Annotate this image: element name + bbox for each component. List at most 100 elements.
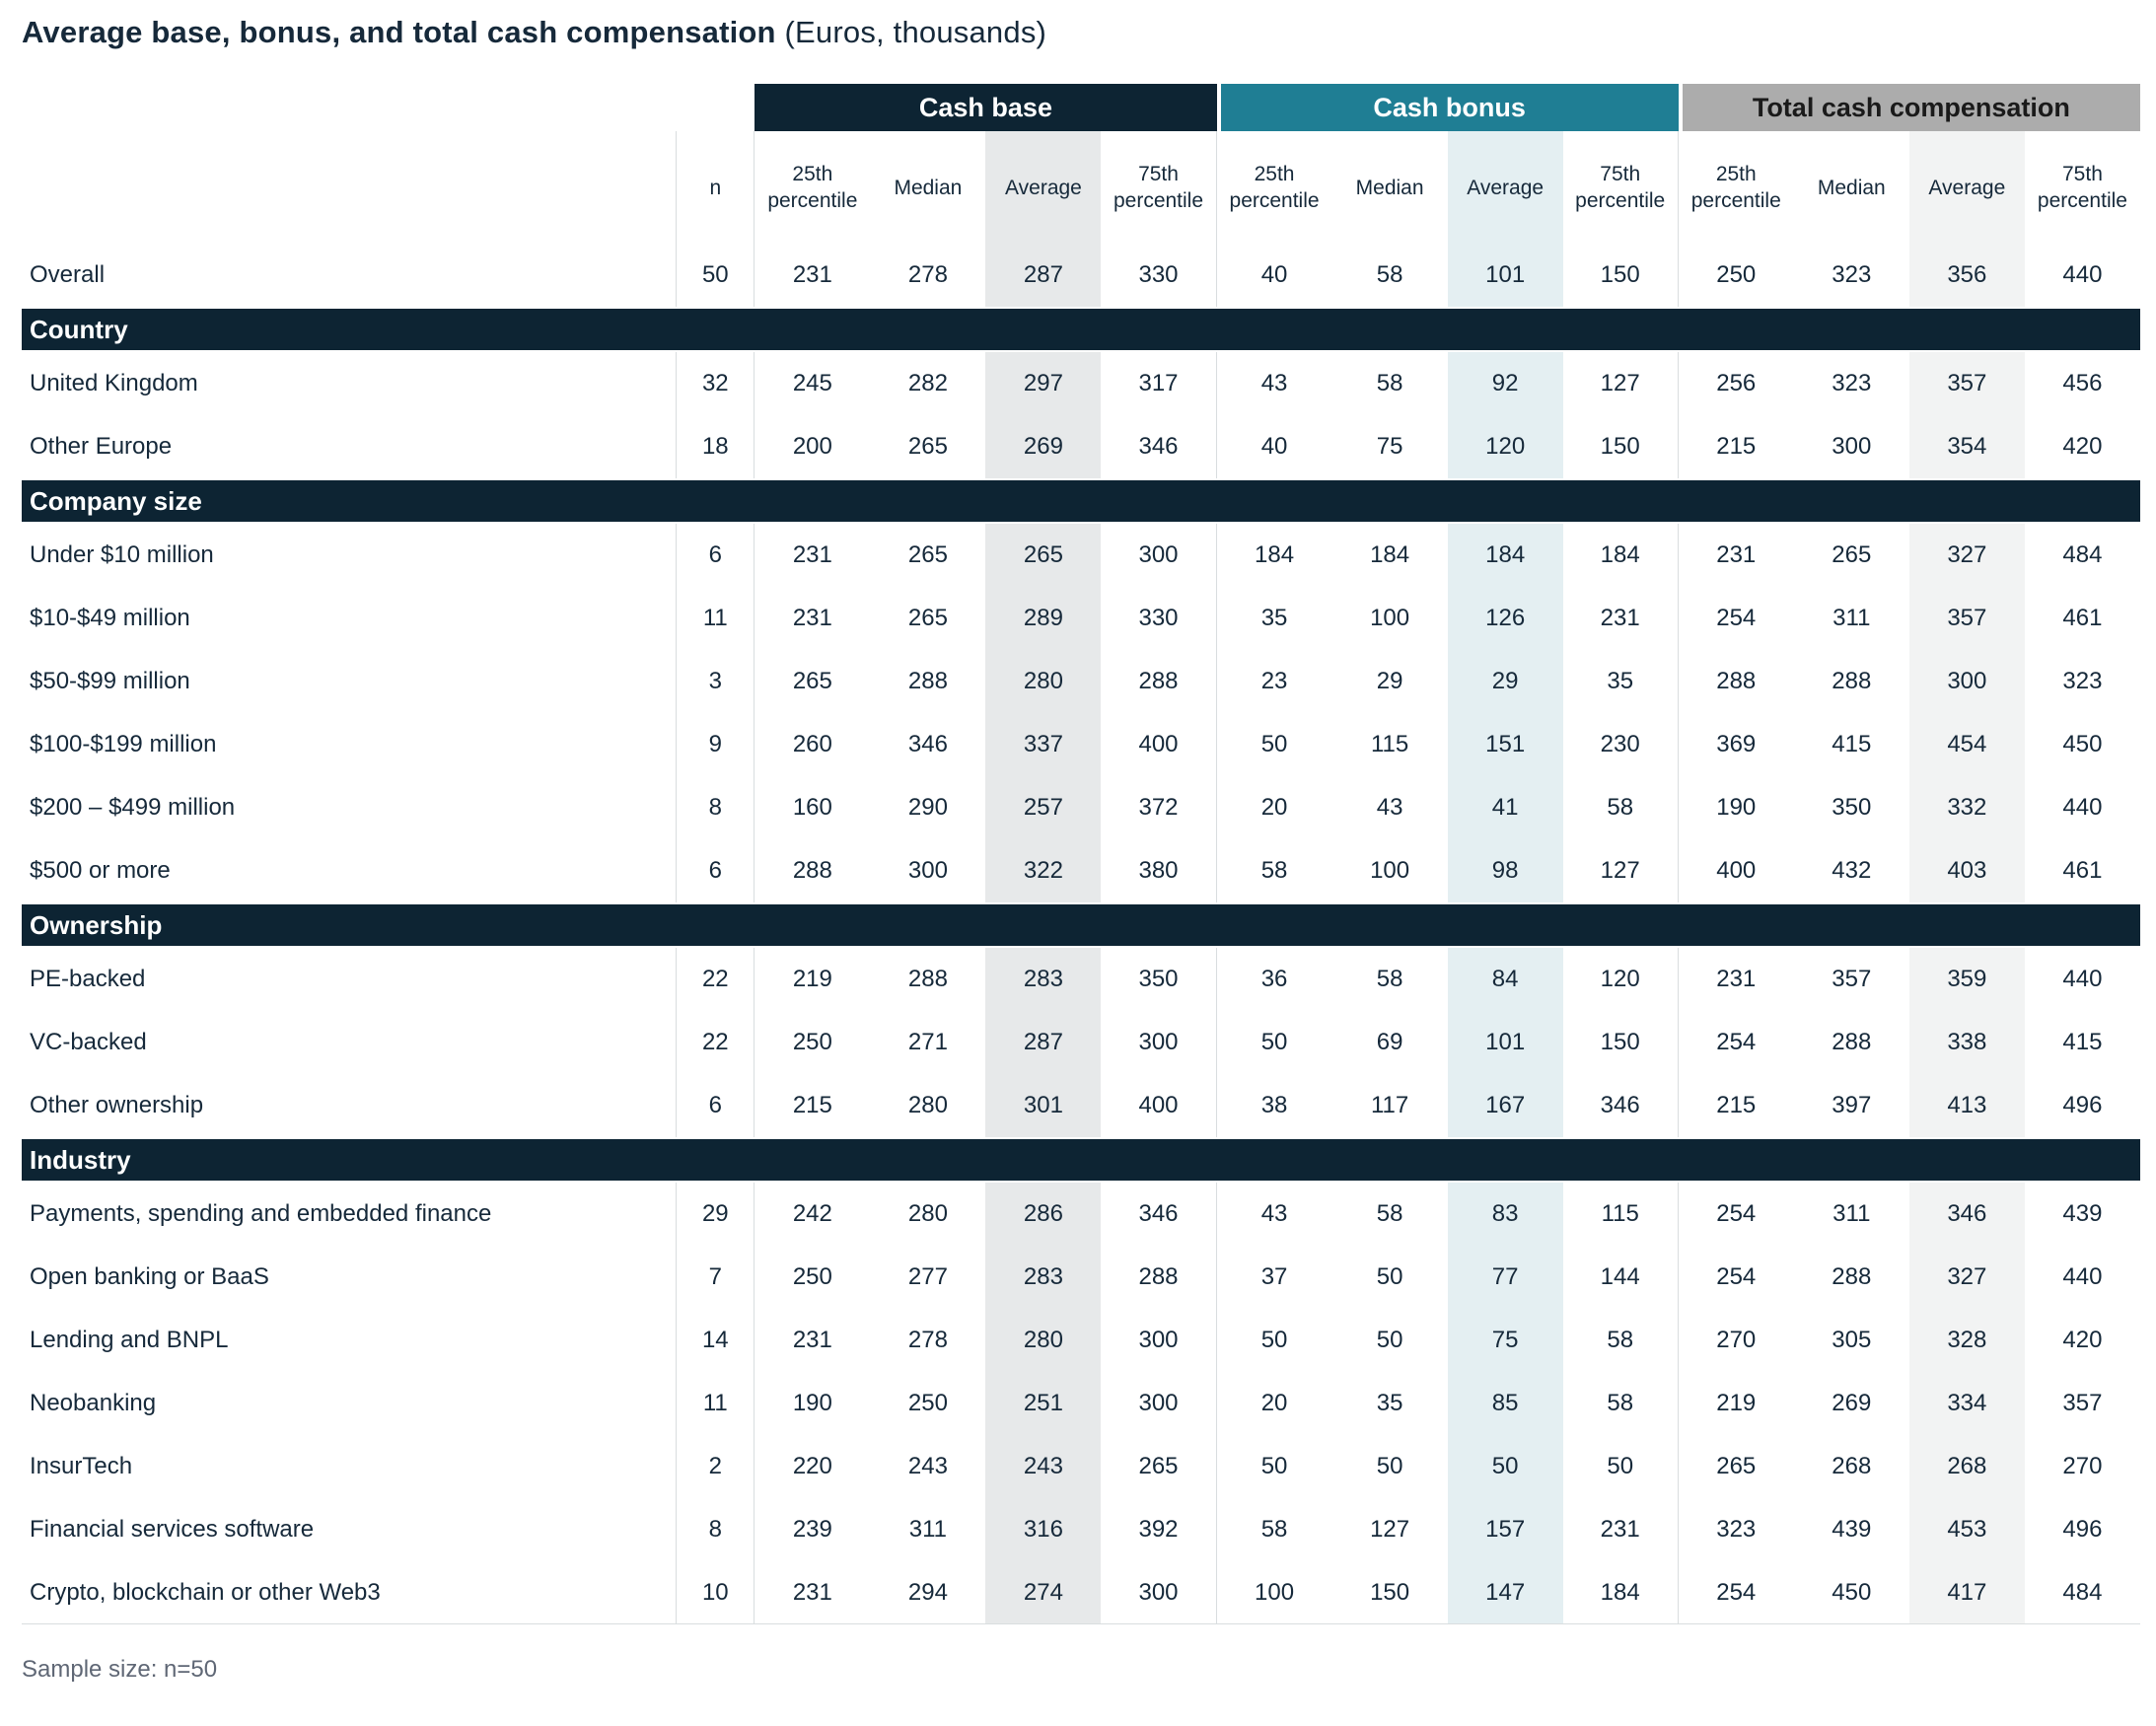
cell-base-p75: 400	[1101, 713, 1217, 777]
cell-n: 14	[677, 1309, 755, 1373]
cell-bonus-p75: 127	[1563, 839, 1679, 903]
cell-total-p25: 250	[1716, 261, 1757, 289]
cell-base-median: 282	[907, 370, 948, 397]
stat-header-n: n	[677, 131, 755, 245]
cell-base-average: 265	[985, 524, 1102, 588]
cell-total-p75: 323	[2062, 668, 2103, 695]
stat-header-total-p75: 75th percentile	[2037, 162, 2127, 213]
cell-total-average: 453	[1908, 1498, 2025, 1562]
cell-bonus-median: 50	[1376, 1327, 1403, 1354]
cell-bonus-p25: 35	[1260, 605, 1288, 632]
cell-base-p75: 392	[1101, 1498, 1217, 1562]
cell-base-p75: 300	[1101, 1309, 1217, 1373]
cell-total-median: 311	[1833, 1200, 1871, 1228]
cell-total-p25: 231	[1716, 966, 1757, 993]
cell-total-median: 450	[1793, 1561, 1909, 1625]
cell-base-p75: 330	[1101, 587, 1217, 651]
cell-base-average: 287	[985, 1011, 1102, 1075]
cell-total-median: 288	[1832, 668, 1872, 695]
cell-total-average: 338	[1908, 1011, 2025, 1075]
cell-base-p25: 239	[792, 1516, 832, 1544]
cell-bonus-average: 126	[1447, 587, 1563, 651]
cell-bonus-average: 84	[1447, 948, 1563, 1012]
cell-base-p25: 215	[792, 1092, 832, 1119]
cell-total-average: 357	[1908, 587, 2025, 651]
cell-bonus-p75: 120	[1563, 948, 1679, 1012]
row-label: VC-backed	[22, 1011, 678, 1075]
cell-total-median: 269	[1832, 1390, 1872, 1417]
cell-bonus-average: 83	[1447, 1183, 1563, 1247]
cell-total-median: 432	[1832, 857, 1872, 885]
cell-total-p25: 323	[1716, 1516, 1757, 1544]
cell-bonus-p25: 50	[1260, 731, 1288, 758]
cell-bonus-median: 100	[1370, 605, 1410, 632]
cell-base-median: 271	[907, 1029, 948, 1056]
cell-bonus-average: 120	[1447, 415, 1563, 479]
cell-bonus-average: 101	[1447, 1011, 1563, 1075]
cell-bonus-median: 115	[1370, 731, 1409, 758]
cell-bonus-median: 43	[1376, 794, 1403, 822]
cell-total-average: 356	[1908, 244, 2025, 308]
section-header-label: Company size	[22, 478, 2140, 525]
cell-bonus-median: 50	[1376, 1263, 1403, 1291]
cell-total-p25: 265	[1716, 1453, 1757, 1480]
cell-base-average: 322	[985, 839, 1102, 903]
cell-bonus-average: 41	[1447, 776, 1563, 840]
cell-bonus-average: 50	[1447, 1435, 1563, 1499]
cell-total-p25: 190	[1716, 794, 1757, 822]
cell-base-median: 265	[907, 433, 948, 461]
table-row: PE-backed 22 219 288 283 350 36 58 84 12…	[22, 948, 2140, 1012]
group-header-cash-base: Cash base	[755, 84, 1217, 132]
cell-bonus-median: 58	[1376, 261, 1403, 289]
cell-total-average: 334	[1908, 1372, 2025, 1436]
cell-total-p25: 254	[1678, 1561, 1794, 1625]
cell-bonus-p75: 184	[1563, 524, 1679, 588]
page-title-suffix: (Euros, thousands)	[784, 15, 1047, 49]
table-row: VC-backed 22 250 271 287 300 50 69 101 1…	[22, 1011, 2140, 1075]
cell-bonus-p25: 50	[1260, 1029, 1288, 1056]
cell-total-average: 354	[1908, 415, 2025, 479]
cell-base-median: 290	[907, 794, 948, 822]
cell-bonus-p75: 35	[1563, 650, 1679, 714]
cell-base-average: 274	[985, 1561, 1102, 1625]
cell-total-p25: 254	[1716, 1263, 1757, 1291]
cell-base-p25: 160	[792, 794, 832, 822]
cell-total-median: 350	[1832, 794, 1872, 822]
group-header-cash-bonus: Cash bonus	[1216, 84, 1679, 132]
cell-base-median: 250	[907, 1390, 948, 1417]
table-row: Financial services software 8 239 311 31…	[22, 1498, 2140, 1562]
cell-total-median: 397	[1832, 1092, 1872, 1119]
cell-bonus-p25: 50	[1260, 1327, 1288, 1354]
cell-n: 3	[677, 650, 755, 714]
cell-total-median: 268	[1832, 1453, 1872, 1480]
cell-bonus-average: 85	[1447, 1372, 1563, 1436]
row-label: $50-$99 million	[22, 650, 678, 714]
row-label: Payments, spending and embedded finance	[22, 1183, 678, 1247]
cell-bonus-p75: 150	[1563, 244, 1679, 308]
cell-total-average: 332	[1908, 776, 2025, 840]
cell-base-p25: 231	[792, 541, 832, 569]
cell-total-average: 268	[1908, 1435, 2025, 1499]
cell-n: 7	[677, 1246, 755, 1310]
cell-total-median: 439	[1832, 1516, 1872, 1544]
cell-base-p25: 250	[792, 1029, 832, 1056]
cell-base-p75: 300	[1101, 1011, 1217, 1075]
cell-total-p25: 400	[1716, 857, 1757, 885]
table-row: Under $10 million 6 231 265 265 300 184 …	[22, 524, 2140, 588]
cell-base-median: 288	[907, 668, 948, 695]
cell-base-p75: 346	[1101, 415, 1217, 479]
cell-bonus-p75: 230	[1563, 713, 1679, 777]
section-header-row: Industry	[22, 1137, 2140, 1184]
cell-n: 9	[677, 713, 755, 777]
cell-total-p75: 270	[2062, 1453, 2103, 1480]
cell-total-median: 300	[1832, 433, 1872, 461]
cell-base-p25: 242	[792, 1200, 832, 1228]
cell-base-median: 265	[907, 541, 948, 569]
stat-header-base-average: Average	[985, 131, 1102, 245]
cell-total-average: 403	[1908, 839, 2025, 903]
stat-header-bonus-average: Average	[1447, 131, 1563, 245]
table-row: $50-$99 million 3 265 288 280 288 23 29 …	[22, 650, 2140, 714]
cell-bonus-average: 101	[1447, 244, 1563, 308]
cell-base-p75: 350	[1101, 948, 1217, 1012]
cell-base-p75: 265	[1101, 1435, 1217, 1499]
